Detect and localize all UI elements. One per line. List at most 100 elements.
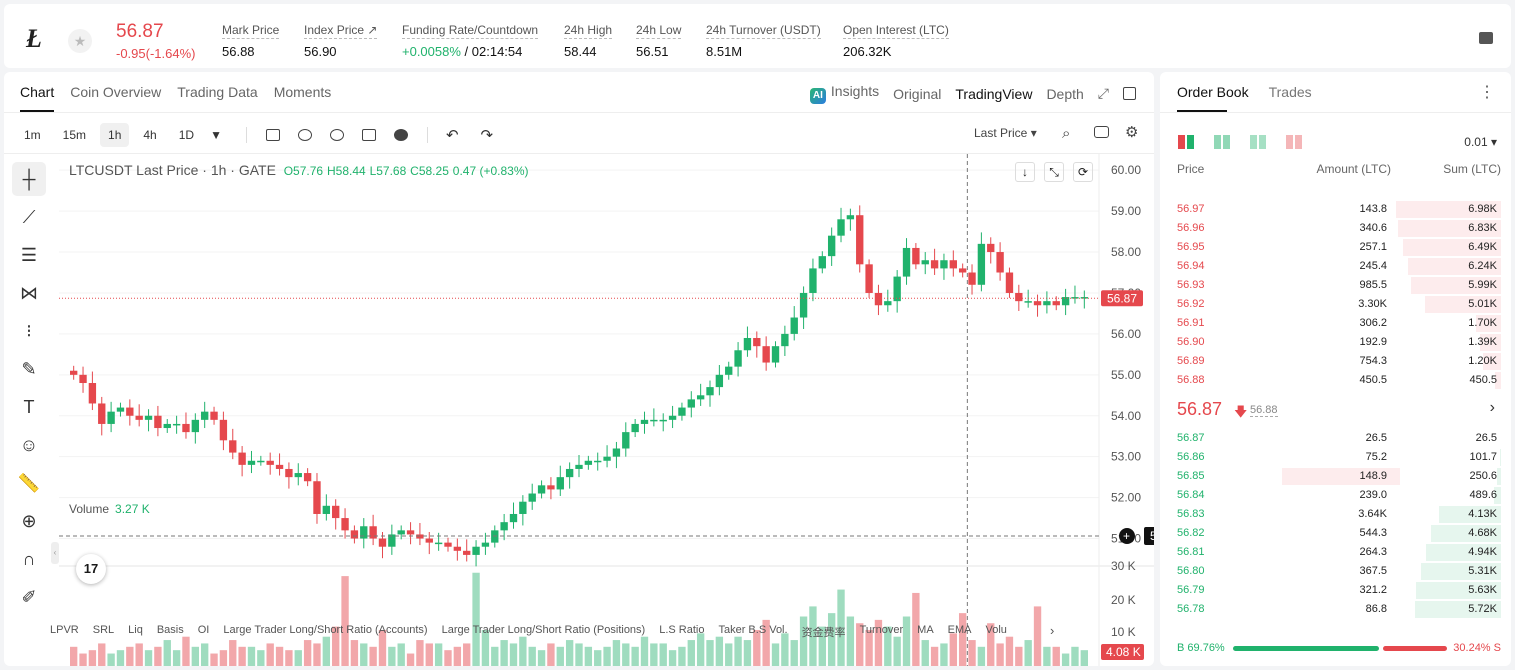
insights-tab[interactable]: AI Insights: [809, 83, 879, 104]
brush-icon[interactable]: ✎: [21, 358, 37, 379]
add-icon[interactable]: [393, 129, 408, 141]
view-asks-icon[interactable]: [1250, 135, 1266, 149]
shrink-icon[interactable]: ⤡: [1044, 162, 1064, 182]
orderbook-row[interactable]: 56.93 985.5 5.99K: [1160, 276, 1511, 295]
orderbook-row[interactable]: 56.88 450.5 450.5: [1160, 371, 1511, 390]
orderbook-row[interactable]: 56.96 340.6 6.83K: [1160, 219, 1511, 238]
stat-index-price[interactable]: Index Price ↗ 56.90: [304, 23, 378, 59]
indicator-1[interactable]: SRL: [92, 624, 115, 636]
ruler-icon[interactable]: 📏: [17, 472, 41, 493]
interval-1d[interactable]: 1D: [178, 128, 195, 142]
expand-icon[interactable]: ⤢: [1097, 85, 1109, 101]
tab-chart[interactable]: Chart: [20, 84, 55, 112]
interval-dropdown-icon[interactable]: ▼: [210, 128, 222, 142]
emoji-icon[interactable]: ☺: [19, 434, 39, 455]
sidebar-collapse-handle[interactable]: ‹: [51, 542, 59, 564]
templates-icon[interactable]: [361, 129, 376, 141]
orderbook-row[interactable]: 56.97 143.8 6.98K: [1160, 200, 1511, 219]
gear-icon[interactable]: ⚙: [1125, 124, 1139, 141]
indicators-next-icon[interactable]: ›: [1050, 623, 1055, 638]
view-sells-icon[interactable]: [1286, 135, 1302, 149]
volume-bar: [790, 640, 798, 666]
orderbook-row[interactable]: 56.94 245.4 6.24K: [1160, 257, 1511, 276]
candlestick-chart[interactable]: 60.0059.0058.0057.0056.0055.0054.0053.00…: [59, 154, 1154, 666]
indicator-2[interactable]: Liq: [128, 624, 143, 636]
orderbook-row[interactable]: 56.90 192.9 1.39K: [1160, 333, 1511, 352]
tab-trading-data[interactable]: Trading Data: [177, 84, 258, 100]
trendline-icon[interactable]: ⟋: [22, 206, 36, 227]
depth-tab[interactable]: Depth: [1046, 85, 1084, 102]
orderbook-row[interactable]: 56.79 321.2 5.63K: [1160, 581, 1511, 600]
redo-icon[interactable]: ↷: [480, 127, 494, 144]
orderbook-row[interactable]: 56.82 544.3 4.68K: [1160, 524, 1511, 543]
candle-body: [1043, 301, 1051, 306]
tradingview-tab[interactable]: TradingView: [955, 85, 1033, 102]
precision-select[interactable]: 0.01 ▾: [1464, 135, 1497, 149]
indicator-12[interactable]: EMA: [947, 624, 972, 636]
more-icon[interactable]: ⋮: [1479, 84, 1495, 101]
view-bids-icon[interactable]: [1214, 135, 1230, 149]
orderbook-row[interactable]: 56.95 257.1 6.49K: [1160, 238, 1511, 257]
interval-15m[interactable]: 15m: [62, 128, 87, 142]
view-both-icon[interactable]: [1178, 135, 1194, 149]
indicator-8[interactable]: Taker B.S Vol.: [718, 624, 788, 636]
orderbook-row[interactable]: 56.86 75.2 101.7: [1160, 448, 1511, 467]
book-icon[interactable]: [1479, 32, 1493, 44]
window-icon[interactable]: [1123, 87, 1136, 100]
indicator-4[interactable]: OI: [197, 624, 210, 636]
orderbook-row[interactable]: 56.84 239.0 489.6: [1160, 486, 1511, 505]
price-tick: 59.00: [1111, 204, 1141, 218]
mark-price[interactable]: 56.88: [1250, 404, 1278, 417]
indicator-13[interactable]: Volu: [985, 624, 1007, 636]
indicator-3[interactable]: Basis: [156, 624, 184, 636]
orderbook-row[interactable]: 56.80 367.5 5.31K: [1160, 562, 1511, 581]
collapse-arrow-icon[interactable]: ↓: [1015, 162, 1035, 182]
orderbook-row[interactable]: 56.78 86.8 5.72K: [1160, 600, 1511, 619]
search-icon[interactable]: ⌕: [1062, 125, 1071, 142]
fullscreen-icon[interactable]: ⟳: [1073, 162, 1093, 182]
indicators-icon[interactable]: [297, 129, 312, 141]
indicator-6[interactable]: Large Trader Long/Short Ratio (Positions…: [441, 624, 646, 636]
chevron-right-icon[interactable]: ›: [1489, 399, 1495, 416]
orderbook-row[interactable]: 56.85 148.9 250.6: [1160, 467, 1511, 486]
orderbook-row[interactable]: 56.91 306.2 1.70K: [1160, 314, 1511, 333]
volume-bar: [229, 640, 237, 666]
pattern-icon[interactable]: ⋈: [20, 282, 38, 303]
indicator-9[interactable]: 资金费率: [801, 627, 846, 639]
orderbook-row[interactable]: 56.87 26.5 26.5: [1160, 429, 1511, 448]
candle-type-icon[interactable]: [265, 129, 280, 141]
tab-order-book[interactable]: Order Book: [1177, 84, 1249, 112]
last-price-select[interactable]: Last Price ▾: [974, 126, 1037, 140]
undo-icon[interactable]: ↶: [445, 127, 459, 144]
row-sum: 6.98K: [1468, 203, 1497, 215]
interval-1h[interactable]: 1h: [100, 123, 130, 147]
orderbook-row[interactable]: 56.92 3.30K 5.01K: [1160, 295, 1511, 314]
indicator-11[interactable]: MA: [917, 624, 934, 636]
magnet-icon[interactable]: ∩: [22, 548, 36, 569]
volume-bar: [257, 650, 265, 666]
pencil-lock-icon[interactable]: ✐: [21, 586, 37, 607]
prediction-icon[interactable]: ⁝: [26, 320, 32, 341]
crosshair-icon[interactable]: ┼: [12, 162, 46, 196]
volume-bar: [612, 640, 621, 666]
text-icon[interactable]: T: [23, 396, 35, 417]
camera-icon[interactable]: [1094, 126, 1109, 138]
indicator-0[interactable]: LPVR: [50, 624, 79, 636]
orderbook-row[interactable]: 56.89 754.3 1.20K: [1160, 352, 1511, 371]
interval-1m[interactable]: 1m: [24, 128, 41, 142]
refresh-icon[interactable]: [329, 129, 344, 141]
row-amount: 143.8: [1359, 203, 1387, 215]
tab-moments[interactable]: Moments: [273, 84, 332, 100]
orderbook-row[interactable]: 56.83 3.64K 4.13K: [1160, 505, 1511, 524]
indicator-5[interactable]: Large Trader Long/Short Ratio (Accounts): [223, 624, 428, 636]
zoom-icon[interactable]: ⊕: [21, 510, 37, 531]
tab-trades[interactable]: Trades: [1268, 84, 1312, 100]
original-tab[interactable]: Original: [893, 85, 942, 102]
fib-icon[interactable]: ☰: [20, 244, 38, 265]
orderbook-row[interactable]: 56.81 264.3 4.94K: [1160, 543, 1511, 562]
favorite-star-icon[interactable]: ★: [68, 29, 92, 53]
indicator-7[interactable]: L.S Ratio: [659, 624, 705, 636]
indicator-10[interactable]: Turnover: [859, 624, 904, 636]
interval-4h[interactable]: 4h: [143, 128, 157, 142]
tab-coin-overview[interactable]: Coin Overview: [70, 84, 162, 100]
